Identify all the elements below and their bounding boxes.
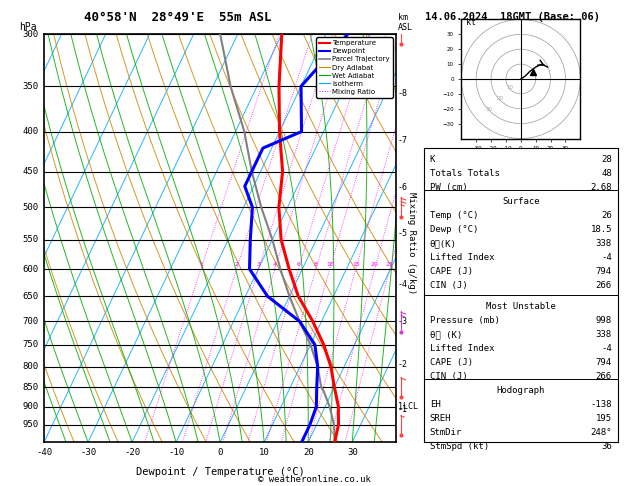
- Text: 550: 550: [23, 235, 39, 244]
- Text: -4: -4: [601, 253, 612, 262]
- Text: 20: 20: [371, 262, 379, 267]
- Text: 400: 400: [23, 127, 39, 136]
- Text: 30: 30: [347, 449, 358, 457]
- Text: © weatheronline.co.uk: © weatheronline.co.uk: [258, 474, 371, 484]
- Text: 450: 450: [23, 167, 39, 176]
- Text: -138: -138: [591, 400, 612, 409]
- Text: CIN (J): CIN (J): [430, 281, 467, 290]
- Text: θᴇ(K): θᴇ(K): [430, 240, 457, 248]
- Text: 700: 700: [23, 317, 39, 326]
- Text: Surface: Surface: [502, 197, 540, 207]
- Text: Mixing Ratio (g/kg): Mixing Ratio (g/kg): [408, 192, 416, 294]
- Text: K: K: [430, 156, 435, 164]
- Text: 10: 10: [326, 262, 333, 267]
- Text: 18.5: 18.5: [591, 226, 612, 234]
- Text: Temp (°C): Temp (°C): [430, 211, 478, 220]
- Text: 750: 750: [23, 340, 39, 349]
- Text: hPa: hPa: [19, 22, 37, 32]
- Text: -5: -5: [398, 229, 408, 238]
- Text: 900: 900: [23, 402, 39, 411]
- Text: 300: 300: [23, 30, 39, 38]
- Text: 800: 800: [23, 362, 39, 371]
- Text: 15: 15: [352, 262, 360, 267]
- Text: 48: 48: [601, 170, 612, 178]
- Text: PW (cm): PW (cm): [430, 183, 467, 192]
- Text: 14.06.2024  18GMT (Base: 06): 14.06.2024 18GMT (Base: 06): [425, 12, 599, 22]
- Text: 500: 500: [23, 203, 39, 212]
- Text: 26: 26: [601, 211, 612, 220]
- Text: 28: 28: [601, 156, 612, 164]
- Text: 650: 650: [23, 292, 39, 301]
- Text: 36: 36: [601, 442, 612, 451]
- Text: 0: 0: [218, 449, 223, 457]
- Text: 8: 8: [314, 262, 318, 267]
- Text: -7: -7: [398, 136, 408, 145]
- Text: -6: -6: [398, 183, 408, 192]
- Text: 338: 338: [596, 240, 612, 248]
- Text: Totals Totals: Totals Totals: [430, 170, 499, 178]
- Text: 998: 998: [596, 316, 612, 326]
- Text: 1: 1: [199, 262, 203, 267]
- Text: 850: 850: [23, 382, 39, 392]
- Text: -4: -4: [398, 280, 408, 289]
- Text: -20: -20: [124, 449, 140, 457]
- Text: 4: 4: [273, 262, 277, 267]
- Legend: Temperature, Dewpoint, Parcel Trajectory, Dry Adiabat, Wet Adiabat, Isotherm, Mi: Temperature, Dewpoint, Parcel Trajectory…: [316, 37, 392, 98]
- Text: 10: 10: [507, 86, 514, 90]
- Text: 950: 950: [23, 420, 39, 429]
- Text: -3: -3: [398, 317, 408, 326]
- Text: 30: 30: [486, 106, 493, 112]
- Text: CIN (J): CIN (J): [430, 372, 467, 382]
- Text: Most Unstable: Most Unstable: [486, 302, 556, 312]
- Text: 2: 2: [235, 262, 238, 267]
- Text: 10: 10: [259, 449, 270, 457]
- Text: 25: 25: [386, 262, 394, 267]
- Text: Pressure (mb): Pressure (mb): [430, 316, 499, 326]
- Text: -40: -40: [36, 449, 52, 457]
- Text: EH: EH: [430, 400, 440, 409]
- Text: 40°58'N  28°49'E  55m ASL: 40°58'N 28°49'E 55m ASL: [84, 11, 272, 24]
- Text: Dewp (°C): Dewp (°C): [430, 226, 478, 234]
- Text: Dewpoint / Temperature (°C): Dewpoint / Temperature (°C): [136, 467, 304, 477]
- Text: CAPE (J): CAPE (J): [430, 358, 473, 367]
- Text: 3: 3: [257, 262, 260, 267]
- Text: -1: -1: [398, 405, 408, 414]
- Text: -10: -10: [168, 449, 184, 457]
- Text: 20: 20: [496, 96, 503, 101]
- Text: Lifted Index: Lifted Index: [430, 345, 494, 353]
- Text: StmSpd (kt): StmSpd (kt): [430, 442, 489, 451]
- Text: 248°: 248°: [591, 428, 612, 437]
- Text: Lifted Index: Lifted Index: [430, 253, 494, 262]
- Text: 1LCL: 1LCL: [398, 402, 418, 411]
- Text: CAPE (J): CAPE (J): [430, 267, 473, 277]
- Text: 350: 350: [23, 82, 39, 91]
- Text: -8: -8: [398, 88, 408, 98]
- Text: -2: -2: [398, 360, 408, 369]
- Text: 195: 195: [596, 415, 612, 423]
- Text: StmDir: StmDir: [430, 428, 462, 437]
- Text: -4: -4: [601, 345, 612, 353]
- Text: 266: 266: [596, 372, 612, 382]
- Text: 794: 794: [596, 267, 612, 277]
- Text: 20: 20: [303, 449, 314, 457]
- Text: 2.68: 2.68: [591, 183, 612, 192]
- Text: 794: 794: [596, 358, 612, 367]
- Text: Hodograph: Hodograph: [497, 386, 545, 396]
- Text: SREH: SREH: [430, 415, 451, 423]
- Text: 600: 600: [23, 264, 39, 274]
- Text: -30: -30: [80, 449, 96, 457]
- Text: θᴇ (K): θᴇ (K): [430, 330, 462, 339]
- Text: 338: 338: [596, 330, 612, 339]
- Text: kt: kt: [465, 18, 476, 27]
- Text: km
ASL: km ASL: [398, 13, 413, 32]
- Text: 6: 6: [296, 262, 301, 267]
- Text: 266: 266: [596, 281, 612, 290]
